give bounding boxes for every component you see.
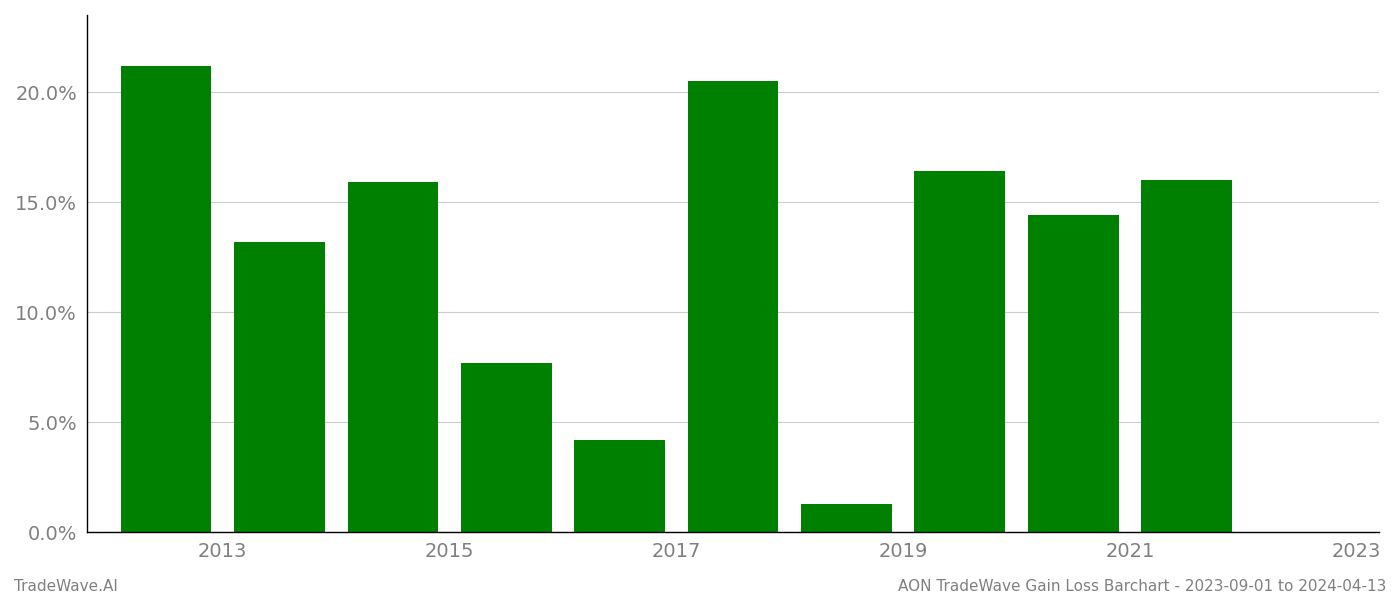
Bar — [801, 503, 892, 532]
Bar — [1141, 180, 1232, 532]
Bar — [461, 363, 552, 532]
Bar — [687, 81, 778, 532]
Bar — [914, 171, 1005, 532]
Text: AON TradeWave Gain Loss Barchart - 2023-09-01 to 2024-04-13: AON TradeWave Gain Loss Barchart - 2023-… — [897, 579, 1386, 594]
Text: TradeWave.AI: TradeWave.AI — [14, 579, 118, 594]
Bar — [347, 182, 438, 532]
Bar — [574, 440, 665, 532]
Bar — [234, 242, 325, 532]
Bar — [1028, 215, 1119, 532]
Bar — [120, 65, 211, 532]
